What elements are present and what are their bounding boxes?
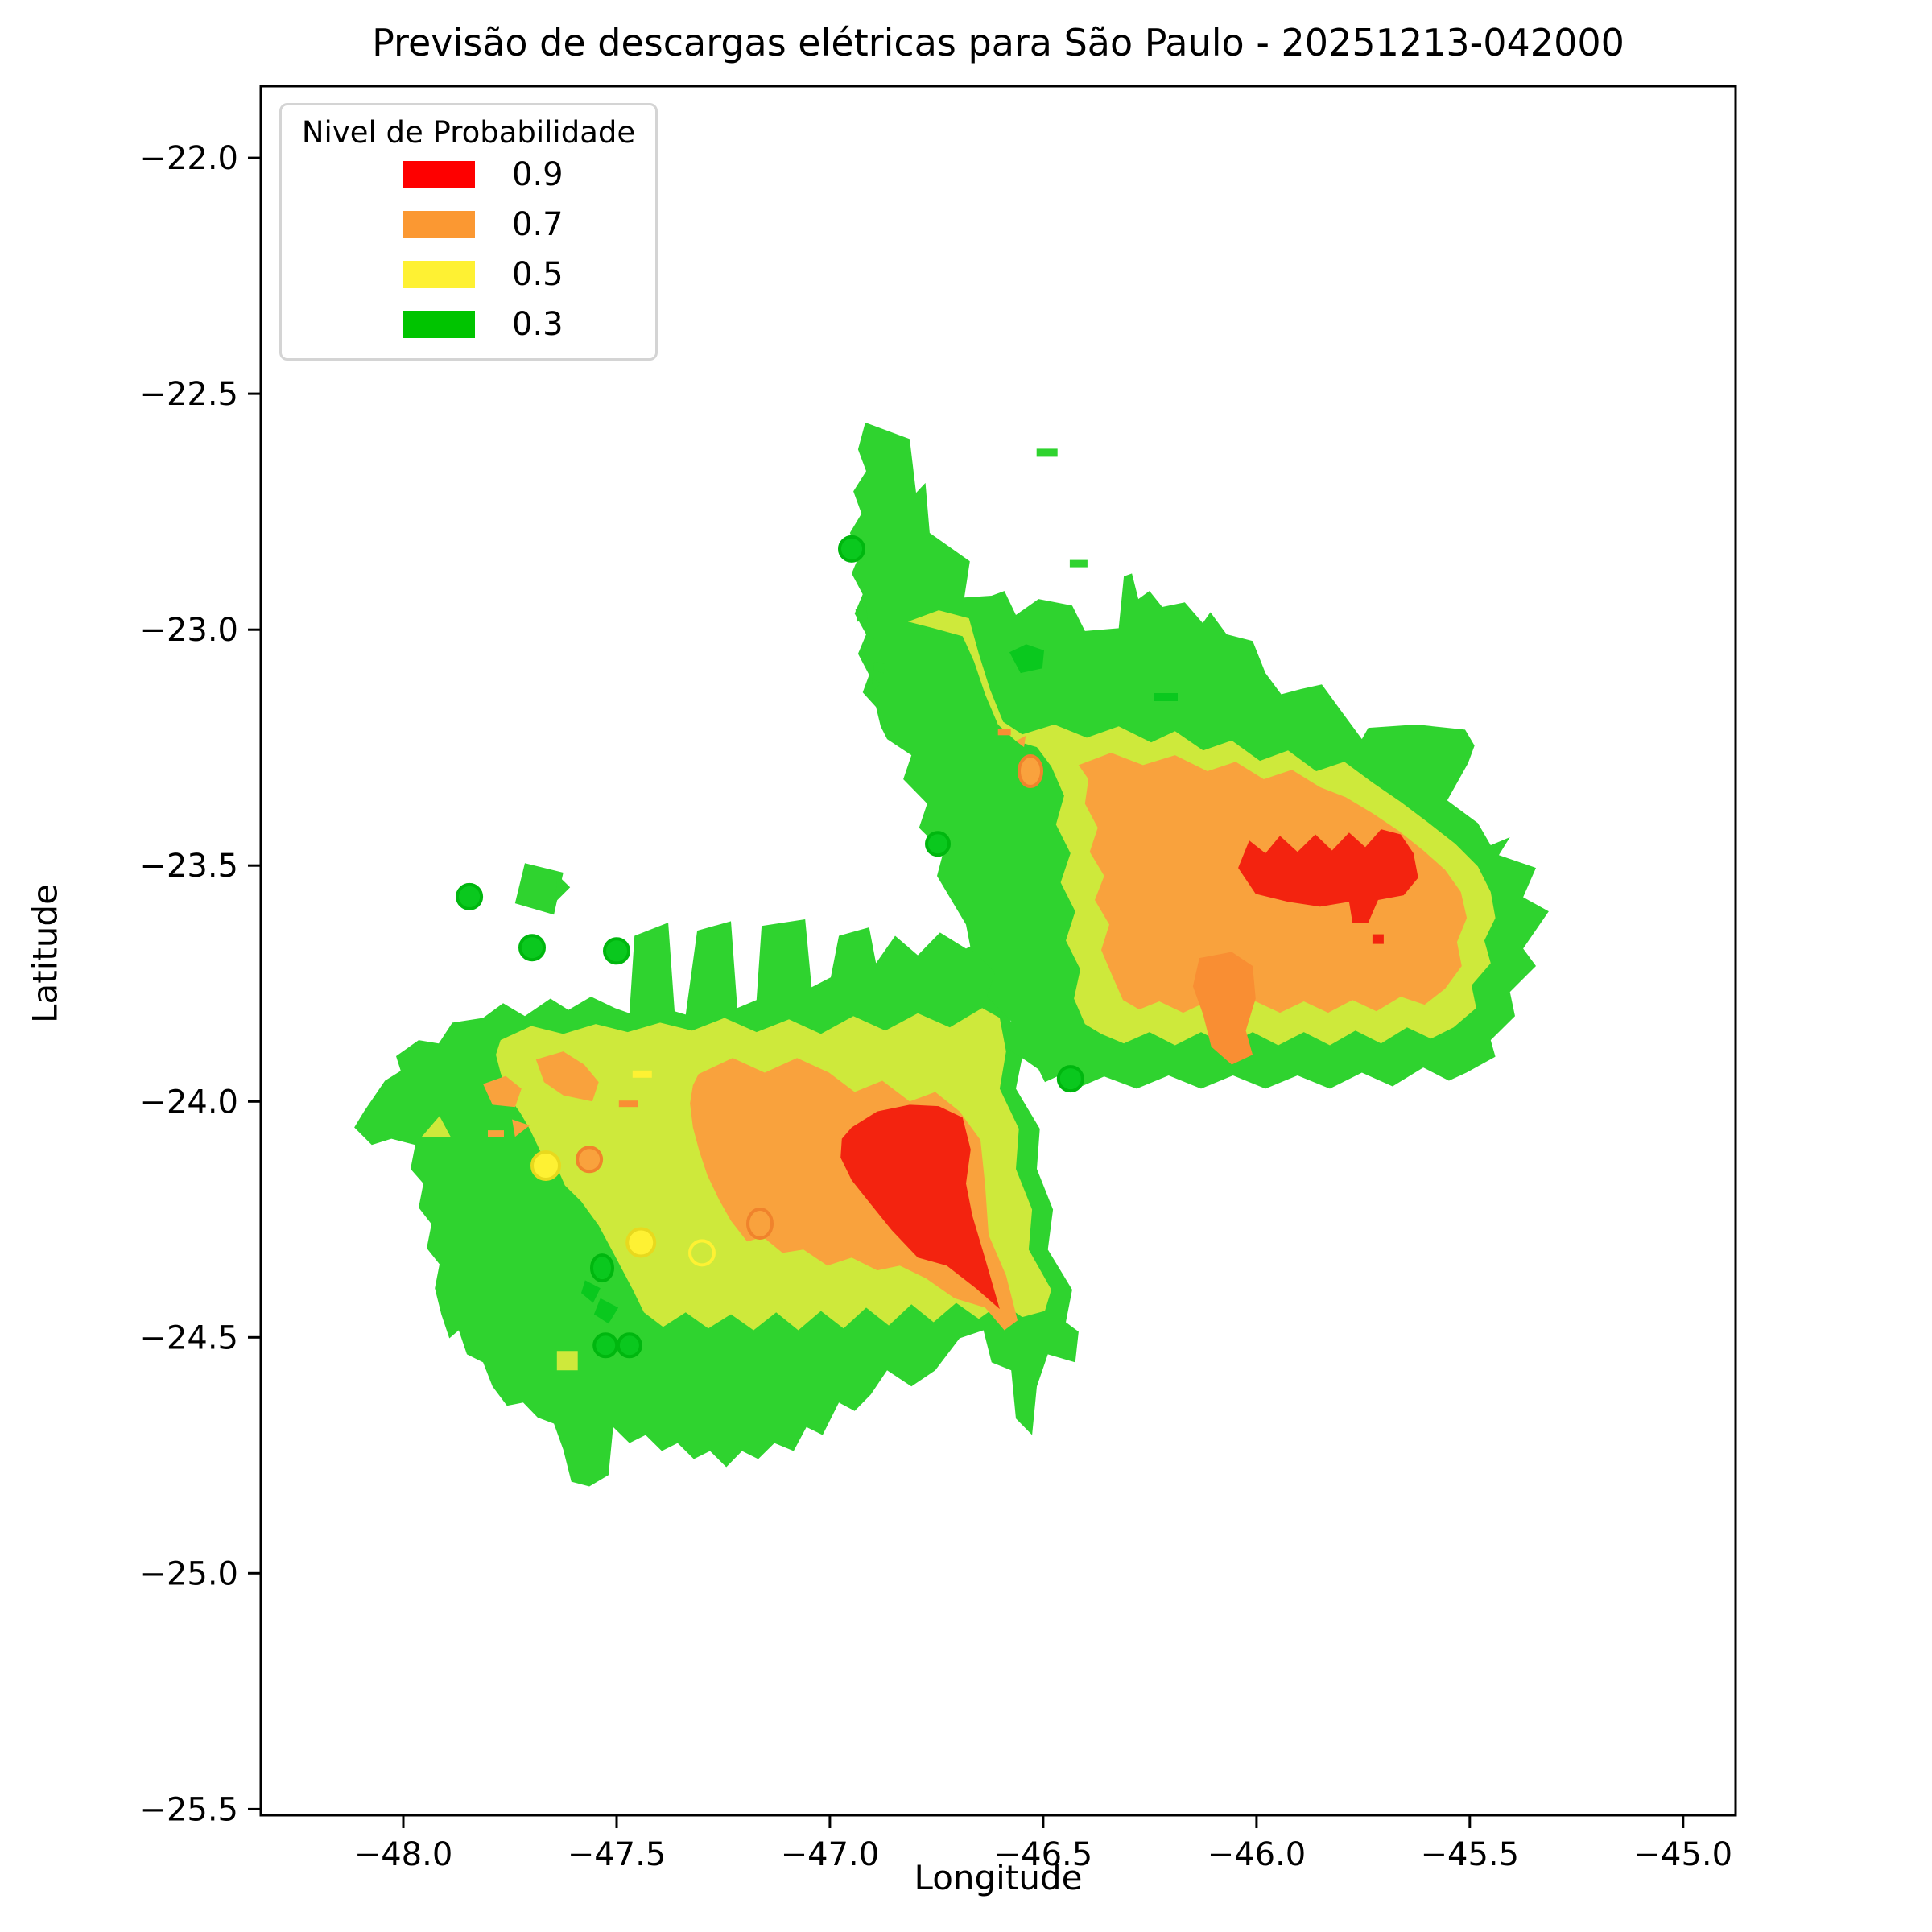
legend-label: 0.3 xyxy=(512,306,564,343)
contour-region-neck-bit-quad xyxy=(855,605,869,622)
y-tick-label: −25.0 xyxy=(139,1555,238,1592)
legend-title: Nivel de Probabilidade xyxy=(301,115,636,150)
legend-box: Nivel de Probabilidade 0.9 0.7 0.5 0.3 xyxy=(279,103,658,361)
y-tick-label: −25.5 xyxy=(139,1791,238,1828)
contour-region-lower-red-core xyxy=(840,1104,1000,1310)
x-tick-label: −48.0 xyxy=(354,1836,453,1873)
legend-entry-0.7: 0.7 xyxy=(282,200,655,250)
y-tick-label: −24.0 xyxy=(139,1084,238,1121)
legend-swatch xyxy=(402,311,475,338)
axes-spines xyxy=(259,85,1737,1817)
scatter-marker-8 xyxy=(616,1332,642,1359)
y-tick-label: −23.0 xyxy=(139,612,238,649)
scatter-marker-18 xyxy=(632,1070,652,1078)
contour-region-island-yg-triangle xyxy=(421,1116,451,1137)
x-tick-label: −47.0 xyxy=(781,1836,880,1873)
y-axis-label: Latitude xyxy=(25,884,65,1023)
y-tick-label: −23.5 xyxy=(139,848,238,885)
x-tick-label: −45.0 xyxy=(1634,1836,1733,1873)
legend-rows: 0.9 0.7 0.5 0.3 xyxy=(282,150,655,349)
contour-region-orange-pocket-1 xyxy=(483,1075,522,1108)
scatter-marker-6 xyxy=(590,1253,614,1283)
scatter-marker-4 xyxy=(925,831,951,857)
legend-label: 0.9 xyxy=(512,156,564,193)
scatter-marker-21 xyxy=(746,1208,774,1240)
scatter-marker-3 xyxy=(838,535,865,563)
scatter-marker-9 xyxy=(1009,644,1044,674)
scatter-marker-26 xyxy=(997,729,1011,736)
legend-swatch xyxy=(402,261,475,288)
scatter-marker-25 xyxy=(618,1100,638,1108)
scatter-marker-10 xyxy=(581,1280,601,1303)
contour-region-island-sliver xyxy=(555,874,571,902)
legend-swatch xyxy=(402,211,475,238)
contour-region-neck-bit-bar xyxy=(873,662,886,674)
scatter-marker-22 xyxy=(512,1119,530,1137)
scatter-marker-2 xyxy=(603,937,630,965)
scatter-marker-5 xyxy=(1056,1065,1084,1093)
y-tick-label: −22.5 xyxy=(139,376,238,413)
scatter-marker-12 xyxy=(1154,693,1178,701)
scatter-marker-17 xyxy=(688,1239,716,1267)
chart-title: Previsão de descargas elétricas para São… xyxy=(372,21,1624,64)
legend-label: 0.7 xyxy=(512,206,564,243)
scatter-marker-20 xyxy=(576,1146,604,1174)
scatter-marker-27 xyxy=(1372,934,1384,944)
scatter-marker-13 xyxy=(1036,448,1058,457)
legend-label: 0.5 xyxy=(512,256,564,293)
contour-region-neck-bit-tri2 xyxy=(871,678,881,691)
x-tick-label: −45.5 xyxy=(1421,1836,1520,1873)
contour-region-orange-pocket-2 xyxy=(535,1051,599,1102)
legend-entry-0.9: 0.9 xyxy=(282,150,655,200)
contour-region-island-diamond xyxy=(514,863,564,915)
x-axis-label: Longitude xyxy=(914,1858,1083,1897)
legend-entry-0.5: 0.5 xyxy=(282,250,655,299)
scatter-marker-23 xyxy=(1016,736,1026,748)
scatter-marker-11 xyxy=(593,1298,619,1324)
legend-entry-0.3: 0.3 xyxy=(282,299,655,349)
x-tick-label: −47.5 xyxy=(568,1836,667,1873)
y-tick-label: −24.5 xyxy=(139,1319,238,1356)
scatter-marker-0 xyxy=(456,882,484,910)
contour-region-neck-bit-tri1 xyxy=(866,634,877,650)
contour-region-island-yg-square xyxy=(556,1351,578,1371)
scatter-marker-15 xyxy=(530,1150,561,1181)
y-tick-label: −22.0 xyxy=(139,140,238,177)
scatter-marker-24 xyxy=(488,1130,504,1137)
x-tick-label: −46.5 xyxy=(994,1836,1093,1873)
scatter-marker-7 xyxy=(592,1332,619,1359)
contour-region-upper-deeporange-patch xyxy=(1192,952,1256,1065)
x-tick-label: −46.0 xyxy=(1208,1836,1307,1873)
legend-swatch xyxy=(402,161,475,188)
scatter-marker-19 xyxy=(1018,754,1043,788)
scatter-marker-14 xyxy=(1069,559,1088,568)
contour-layers xyxy=(354,422,1549,1487)
contour-region-upper-red-core xyxy=(1238,829,1418,923)
scatter-marker-1 xyxy=(518,934,546,962)
scatter-marker-16 xyxy=(625,1227,657,1258)
